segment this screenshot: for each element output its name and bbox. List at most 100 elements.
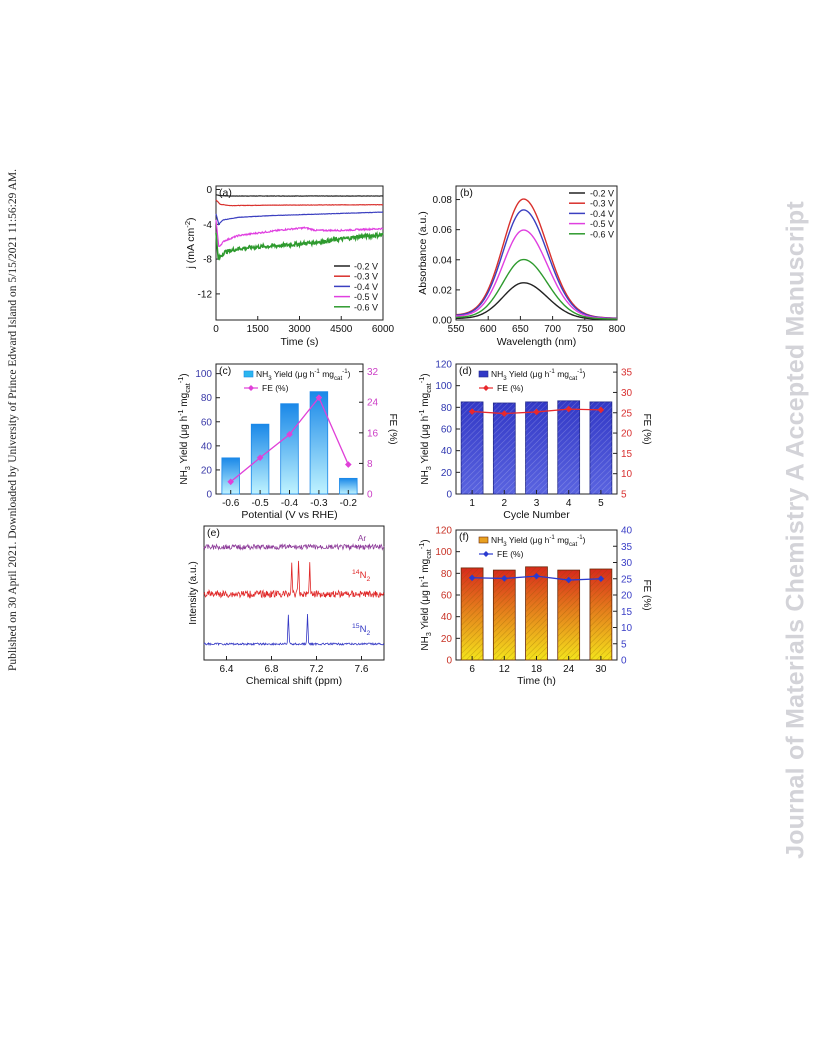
- fe-point: [565, 405, 572, 413]
- y2-tick-label: 10: [621, 623, 633, 634]
- y2-tick-label: 40: [621, 526, 633, 537]
- bar-hatch: [557, 400, 580, 494]
- legend-label: FE (%): [497, 549, 524, 559]
- panel-letter: (b): [460, 187, 473, 199]
- panel-a: 0 1500 3000 4500 6000 0 -4 -8 -12 Time (s) j (mA c…: [183, 185, 395, 348]
- fe-point: [565, 576, 572, 584]
- x-tick-label: 24: [563, 664, 575, 675]
- y-tick-label: -12: [198, 289, 213, 300]
- y-tick-label: 40: [441, 612, 453, 623]
- y2-tick-label: 5: [621, 639, 627, 650]
- fe-point: [468, 408, 476, 415]
- y-tick-label: 80: [441, 569, 453, 580]
- fe-point: [468, 574, 476, 582]
- y-tick-label: 60: [441, 591, 453, 602]
- legend-swatch: [478, 370, 489, 378]
- x-axis-label: Time (s): [280, 336, 318, 348]
- legend-marker: [483, 385, 489, 391]
- fe-point: [597, 406, 605, 414]
- fe-point: [597, 575, 605, 583]
- x-tick-label: 6.8: [265, 664, 279, 675]
- y-tick-label: 20: [441, 468, 453, 479]
- spectrum-line: [203, 542, 385, 552]
- spectrum-label: 15N2: [352, 623, 370, 637]
- x-tick-label: 600: [480, 324, 497, 335]
- x-tick-label: 800: [609, 324, 626, 335]
- legend-label: -0.5 V: [590, 219, 614, 229]
- y-tick-label: 0: [446, 656, 452, 667]
- legend-label: -0.5 V: [354, 292, 378, 302]
- y-axis-label: Absorbance (a.u.): [417, 211, 429, 294]
- x-tick-label: -0.5: [251, 498, 269, 509]
- y2-tick-label: 25: [621, 574, 633, 585]
- series-line: [215, 230, 384, 261]
- y-tick-label: 100: [435, 381, 452, 392]
- legend-label: NH3 Yield (μg h-1 mgcat-1): [491, 534, 586, 548]
- y2-tick-label: 32: [367, 367, 379, 378]
- x-tick-label: 5: [598, 498, 604, 509]
- y-tick-label: 0: [206, 490, 212, 501]
- bar-hatch: [461, 567, 484, 660]
- series-line: [455, 209, 618, 320]
- y2-tick-label: 20: [621, 591, 633, 602]
- legend-label: -0.3 V: [590, 199, 614, 209]
- x-axis-label: Potential (V vs RHE): [241, 509, 337, 521]
- x-axis-label: Time (h): [517, 675, 556, 687]
- y-tick-label: 0.06: [433, 225, 453, 236]
- spectrum-label: Ar: [358, 533, 367, 543]
- y-tick-label: 80: [441, 403, 453, 414]
- panel-f: 0 20 40 60 80 100 120 0 5 10 15 20 25 30 35 40 6 12 18 24 30…: [417, 526, 652, 688]
- panel-d: 0 20 40 60 80 100 120 5 10 15 20 25 30 35 1 2 3 4 5 Cycle N…: [417, 360, 652, 522]
- bar-hatch: [461, 401, 484, 494]
- y-tick-label: 100: [195, 369, 212, 380]
- bar-hatch: [589, 569, 612, 660]
- bar: [280, 403, 299, 495]
- fe-point: [501, 575, 508, 582]
- y-tick-label: 40: [201, 441, 213, 452]
- fe-point: [533, 572, 540, 580]
- x-tick-label: 4: [566, 498, 572, 509]
- legend-label: FE (%): [262, 383, 289, 393]
- x-tick-label: 12: [499, 664, 511, 675]
- legend-label: -0.3 V: [354, 272, 378, 282]
- fe-point: [286, 431, 293, 438]
- fe-point: [345, 461, 352, 468]
- y2-tick-label: 16: [367, 428, 379, 439]
- fe-point: [256, 454, 264, 461]
- bar-hatch: [525, 566, 548, 660]
- series-line: [215, 199, 384, 207]
- legend-marker: [483, 551, 489, 557]
- y-tick-label: 20: [441, 634, 453, 645]
- bar-hatch: [557, 570, 580, 660]
- y2-axis-label: FE (%): [641, 579, 652, 610]
- x-tick-label: 550: [448, 324, 465, 335]
- x-tick-label: 7.6: [355, 664, 369, 675]
- bar-hatch: [493, 403, 516, 494]
- y-axis-label: NH3 Yield (μg h-1 mgcat-1): [417, 539, 433, 650]
- y-tick-label: 120: [435, 526, 452, 537]
- y-tick-label: 100: [435, 547, 452, 558]
- legend-swatch: [478, 536, 489, 544]
- panel-letter: (d): [459, 365, 472, 377]
- y2-tick-label: 30: [621, 388, 633, 399]
- x-tick-label: 700: [544, 324, 561, 335]
- y2-tick-label: 8: [367, 459, 373, 470]
- y-tick-label: 0: [206, 185, 212, 196]
- y2-tick-label: 10: [621, 469, 633, 480]
- y-tick-label: 0.08: [433, 195, 453, 206]
- legend-label: -0.2 V: [590, 189, 614, 199]
- x-tick-label: 30: [595, 664, 607, 675]
- y-axis-label: Intensity (a.u.): [188, 561, 199, 624]
- y2-tick-label: 35: [621, 368, 633, 379]
- y-tick-label: 40: [441, 446, 453, 457]
- x-tick-label: 6000: [372, 324, 395, 335]
- y-axis-label: NH3 Yield (μg h-1 mgcat-1): [417, 373, 433, 484]
- spectrum-label: 14N2: [352, 569, 370, 583]
- x-tick-label: 1: [469, 498, 475, 509]
- fe-point: [533, 408, 540, 416]
- x-tick-label: 6.4: [220, 664, 234, 675]
- fe-point: [501, 410, 508, 417]
- series-line: [215, 211, 384, 226]
- bar: [309, 391, 329, 495]
